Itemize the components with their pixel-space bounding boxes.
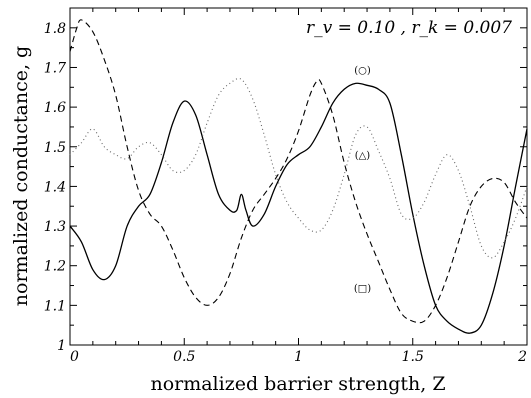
axis-ticks (70, 8, 527, 345)
series-label-dotted: (△) (355, 151, 371, 162)
plot-frame (70, 8, 527, 345)
x-axis-title: normalized barrier strength, Z (150, 373, 445, 395)
series-line-dotted (70, 78, 527, 257)
axis-tick-labels: 1 1.1 1.2 1.3 1.4 1.5 1.6 1.7 1.8 0 0.5 1 1.5 2 (44, 21, 527, 365)
y-tick-label: 1.7 (44, 60, 66, 76)
x-tick-label: 2 (517, 349, 527, 365)
y-tick-label: 1.3 (44, 219, 66, 235)
series-line-dashed (70, 20, 527, 323)
parameter-annotation: r_v = 0.10 , r_k = 0.007 (306, 18, 512, 38)
y-tick-label: 1.5 (44, 140, 66, 156)
y-tick-label: 1.2 (44, 259, 66, 275)
y-axis-title: normalized conductance, g (10, 46, 32, 306)
x-tick-label: 1 (294, 349, 303, 365)
y-tick-label: 1.1 (44, 298, 66, 314)
y-tick-label: 1.8 (44, 21, 66, 37)
y-tick-label: 1 (57, 338, 66, 354)
series-label-solid: (○) (354, 65, 371, 76)
series-line-solid (70, 83, 527, 333)
x-tick-label: 0.5 (173, 349, 195, 365)
y-tick-label: 1.4 (44, 179, 66, 195)
y-tick-label: 1.6 (44, 100, 66, 116)
series-markers: (○) (△) (□) (354, 65, 371, 294)
series-label-dashed: (□) (354, 284, 371, 295)
x-tick-label: 1.5 (402, 349, 424, 365)
x-tick-label: 0 (70, 349, 79, 365)
data-series (70, 20, 527, 333)
